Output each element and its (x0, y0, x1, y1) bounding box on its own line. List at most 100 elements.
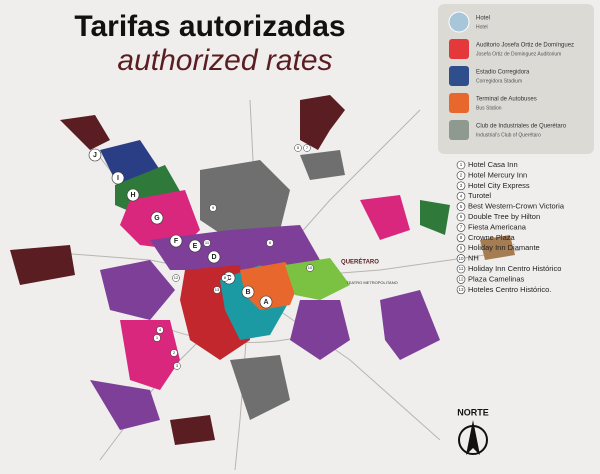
hotel-number: 3 (460, 183, 463, 188)
hotel-marker (456, 285, 466, 295)
map-marker (169, 234, 183, 248)
hotel-marker (456, 223, 466, 232)
hotel-name: Holiday Inn Centro Histórico (468, 264, 561, 273)
map-hotel-marker (153, 334, 161, 342)
map-label: H (130, 192, 135, 199)
hotel-number: 6 (460, 214, 463, 219)
hotel-name: Best Western-Crown Victoria (468, 202, 565, 211)
map-hotel-number: 10 (308, 265, 313, 270)
legend-label: Terminal de Autobuses (476, 97, 537, 103)
hotel-number: 9 (460, 245, 463, 250)
legend-icon (448, 11, 470, 33)
map-hotel-number: 8 (224, 275, 227, 280)
map-hotel-marker (203, 239, 211, 247)
map-label: G (154, 215, 160, 222)
hotel-marker (456, 160, 466, 170)
hotel-name: Holiday Inn Diamante (468, 243, 540, 252)
map-hotel-number: 1 (156, 335, 159, 340)
map-label: F (174, 238, 179, 245)
map-marker (259, 295, 273, 309)
map-marker (207, 250, 221, 264)
map-marker (188, 239, 202, 253)
hotel-marker (456, 243, 466, 253)
map-hotel-number: 7 (306, 145, 309, 150)
map-hotel-marker (266, 239, 274, 247)
hotel-number: 12 (458, 277, 464, 282)
hotel-name: Hotel Mercury Inn (468, 170, 527, 179)
legend-sublabel: Industrial's Club of Querétaro (476, 132, 541, 138)
hotel-number: 11 (459, 266, 464, 271)
compass (458, 420, 488, 455)
title: Tarifas autorizadas (74, 10, 345, 43)
hotel-marker (456, 181, 466, 191)
hotel-marker (456, 254, 466, 263)
map-hotel-number: 6 (269, 240, 272, 245)
hotel-number: 7 (460, 225, 463, 230)
hotel-name: Turotel (468, 191, 491, 200)
legend-sublabel: Bus Station (476, 105, 502, 111)
map-hotel-number: 4 (159, 327, 162, 332)
hotel-name: Hotel City Express (468, 181, 530, 190)
map-hotel-marker (173, 362, 181, 370)
hotel-marker (456, 202, 466, 211)
legend-icon (449, 120, 469, 140)
map-label: C (226, 275, 231, 282)
hotel-name: Double Tree by Hilton (468, 212, 540, 221)
hotel-marker (456, 171, 466, 180)
hotel-number: 10 (458, 256, 464, 261)
map-hotel-number: 12 (174, 275, 179, 280)
hotel-name: Hoteles Centro Histórico. (468, 285, 551, 294)
map-hotel-marker (303, 144, 311, 152)
hotel-number: 1 (460, 162, 463, 167)
hotel-number: 5 (460, 204, 463, 209)
map-hotel-marker (156, 326, 164, 334)
map-label: E (193, 243, 198, 250)
hotel-marker (456, 233, 466, 243)
map-hotel-marker (213, 286, 221, 294)
map-label: A (263, 299, 268, 306)
hotel-marker (456, 212, 466, 222)
hotel-number: 13 (458, 287, 464, 292)
map-marker (126, 188, 140, 202)
hotel-marker (456, 275, 466, 284)
map-marker (241, 285, 255, 299)
map-hotel-marker (209, 204, 217, 212)
city-logo: QUERÉTARO (341, 258, 379, 266)
legend-sublabel: Corregidora Stadium (476, 78, 522, 84)
hotel-name: NH (468, 254, 479, 263)
hotel-name: Fiesta Americana (468, 222, 527, 231)
hotel-name: Plaza Camelinas (468, 274, 525, 283)
hotel-marker (456, 264, 466, 274)
hotel-number: 2 (460, 173, 463, 178)
legend-label: Estadio Corregidora (476, 70, 530, 76)
theater-logo: TEATRO METROPOLITANO (346, 280, 397, 285)
map-hotel-number: 11 (205, 240, 210, 245)
map-hotel-marker (170, 349, 178, 357)
legend-label: Auditorio Josefa Ortiz de Domínguez (476, 43, 574, 49)
map-hotel-marker (294, 144, 302, 152)
hotel-number: 4 (460, 193, 463, 198)
map-label: J (93, 152, 97, 159)
legend-box (438, 4, 594, 154)
map-hotel-marker (221, 274, 229, 282)
compass-label: NORTE (457, 407, 489, 417)
map-hotel-number: 2 (173, 350, 176, 355)
map-marker (150, 211, 164, 225)
hotel-name: Crowne Plaza (468, 233, 516, 242)
map-hotel-marker (172, 274, 180, 282)
legend-sublabel: Hotel (476, 24, 488, 30)
legend-sublabel: Josefa Ortiz de Dominguez Auditorium (476, 51, 561, 57)
map-hotel-number: 9 (212, 205, 215, 210)
map-marker (111, 171, 125, 185)
subtitle: authorized rates (117, 44, 332, 77)
map-hotel-number: 3 (176, 363, 179, 368)
hotel-marker (456, 191, 466, 201)
legend-label: Hotel (476, 16, 490, 22)
legend-icon (449, 93, 469, 113)
hotel-number: 8 (460, 235, 463, 240)
legend-label: Club de Industriales de Querétaro (476, 124, 567, 130)
map-hotel-number: 5 (297, 145, 300, 150)
map-label: B (245, 289, 250, 296)
legend-icon (449, 39, 469, 59)
